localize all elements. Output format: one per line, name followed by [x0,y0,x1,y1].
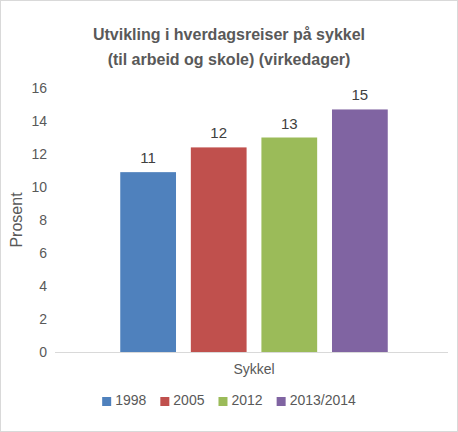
x-axis: Sykkel [55,352,448,377]
legend-label: 2012 [231,392,262,408]
y-tick-label: 14 [31,113,47,129]
bar [332,109,388,352]
legend-label: 1998 [115,392,146,408]
y-tick-label: 4 [39,278,47,294]
data-labels: 11 12 13 15 [140,86,368,166]
legend-item: 2012 [218,392,262,408]
title-line: Utvikling i hverdagsreiser på sykkel [93,26,365,43]
data-label: 15 [352,86,369,103]
data-label: 11 [140,149,156,166]
legend-swatch [277,397,286,406]
y-tick: 12 [31,146,55,162]
chart: Utvikling i hverdagsreiser på sykkel (til… [0,0,458,432]
bar [261,138,317,353]
title-line: (til arbeid og skole) (virkedager) [108,51,351,68]
y-tick-label: 8 [39,212,47,228]
y-tick-label: 0 [39,344,47,360]
legend-item: 1998 [102,392,146,408]
y-axis: 0 2 4 6 8 10 12 14 16 [31,80,55,360]
legend-swatch [218,397,227,406]
legend: 1998 2005 2012 2013/2014 [102,392,356,408]
y-tick: 10 [31,179,55,195]
x-tick: Sykkel [233,352,274,377]
y-axis-line [55,89,56,353]
y-tick-label: 2 [39,311,47,327]
y-tick: 0 [39,344,55,360]
y-tick: 16 [31,80,55,96]
y-tick: 14 [31,113,55,129]
bars [120,109,387,352]
x-axis-line [55,352,448,353]
title: Utvikling i hverdagsreiser på sykkel (til… [93,26,365,68]
background [1,1,458,432]
y-tick-label: 16 [31,80,47,96]
data-label: 12 [210,124,227,141]
y-tick: 8 [39,212,55,228]
y-tick: 6 [39,245,55,261]
data-label: 13 [281,115,298,132]
y-tick: 4 [39,278,55,294]
bar [191,147,247,352]
legend-label: 2013/2014 [290,392,356,408]
y-tick-label: 6 [39,245,47,261]
legend-swatch [160,397,169,406]
legend-item: 2005 [160,392,204,408]
y-tick-label: 12 [31,146,47,162]
x-tick-label: Sykkel [233,361,274,377]
legend-label: 2005 [173,392,204,408]
bar [120,172,176,352]
y-tick: 2 [39,311,55,327]
y-tick-label: 10 [31,179,47,195]
legend-swatch [102,397,111,406]
legend-item: 2013/2014 [277,392,356,408]
y-axis-title: Prosent [8,192,25,248]
